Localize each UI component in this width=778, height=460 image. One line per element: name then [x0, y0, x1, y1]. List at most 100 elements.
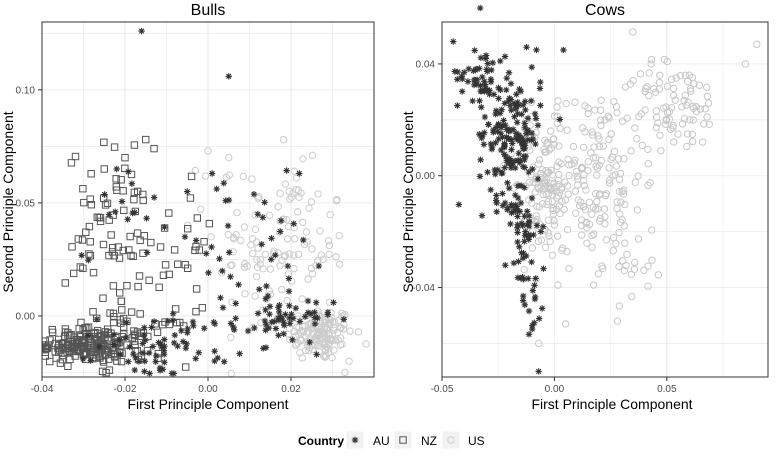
- point-au: [515, 150, 523, 157]
- point-au: [286, 320, 294, 327]
- point-au: [300, 236, 307, 244]
- point-nz: [93, 213, 101, 221]
- point-au: [510, 259, 518, 267]
- point-au: [508, 146, 515, 153]
- point-au: [244, 327, 252, 335]
- point-au: [524, 221, 531, 229]
- point-us: [255, 193, 263, 201]
- point-au: [227, 320, 235, 327]
- point-us: [588, 128, 596, 136]
- point-us: [249, 249, 257, 258]
- point-au: [161, 223, 168, 231]
- point-au: [478, 104, 485, 111]
- point-au: [184, 325, 191, 333]
- point-nz: [125, 246, 133, 254]
- point-nz: [61, 279, 69, 287]
- point-us: [325, 241, 334, 250]
- point-au: [501, 53, 509, 60]
- point-au: [477, 156, 484, 163]
- point-au: [482, 84, 490, 92]
- point-us: [563, 225, 572, 234]
- point-nz: [101, 201, 110, 209]
- point-nz: [110, 252, 118, 260]
- point-au: [529, 322, 536, 329]
- point-au: [492, 107, 500, 114]
- point-au: [508, 203, 516, 210]
- point-us: [676, 72, 685, 80]
- point-au: [450, 38, 457, 45]
- point-au: [205, 269, 212, 277]
- point-us: [326, 211, 334, 219]
- point-nz: [59, 339, 67, 347]
- point-us: [592, 154, 600, 162]
- point-au: [518, 220, 526, 227]
- point-au: [487, 186, 494, 193]
- point-au: [286, 314, 293, 322]
- point-au: [214, 354, 221, 362]
- point-us: [328, 353, 336, 362]
- point-nz: [87, 201, 96, 209]
- point-nz: [102, 368, 110, 377]
- point-au: [78, 252, 85, 259]
- bulls-x-axis-label: First Principle Component: [127, 396, 288, 412]
- point-au: [261, 317, 269, 325]
- point-us: [665, 115, 674, 123]
- point-us: [299, 218, 307, 226]
- point-au: [506, 155, 513, 162]
- point-au: [487, 140, 495, 148]
- point-au: [512, 130, 520, 137]
- point-us: [594, 270, 603, 278]
- point-au: [281, 322, 288, 329]
- point-nz: [130, 188, 139, 197]
- point-us: [307, 198, 316, 206]
- point-au: [496, 110, 504, 117]
- point-au: [455, 201, 463, 208]
- point-au: [520, 292, 527, 300]
- point-nz: [183, 264, 192, 273]
- point-nz: [165, 209, 173, 217]
- point-us: [700, 120, 708, 128]
- point-au: [296, 170, 303, 177]
- point-au: [491, 166, 498, 174]
- point-au: [495, 135, 502, 143]
- point-au: [262, 306, 269, 314]
- point-us: [589, 131, 597, 139]
- point-us: [593, 171, 601, 179]
- point-au: [169, 317, 177, 324]
- point-nz: [64, 362, 72, 371]
- point-nz: [48, 328, 57, 337]
- point-nz: [78, 236, 87, 244]
- point-us: [266, 290, 275, 299]
- point-nz: [135, 272, 144, 280]
- point-nz: [126, 232, 134, 241]
- point-au: [501, 140, 508, 147]
- point-au: [521, 164, 528, 171]
- point-us: [644, 160, 652, 168]
- point-us: [520, 265, 528, 274]
- point-au: [258, 241, 265, 248]
- point-us: [561, 178, 569, 186]
- point-au: [256, 286, 263, 293]
- point-nz: [89, 268, 98, 277]
- point-au: [514, 213, 521, 220]
- point-au: [483, 87, 491, 94]
- point-us: [583, 224, 591, 232]
- point-au: [311, 309, 318, 316]
- point-au: [113, 165, 120, 173]
- point-au: [512, 102, 519, 109]
- point-us: [598, 262, 606, 270]
- point-us: [618, 187, 626, 196]
- point-us: [283, 235, 292, 243]
- cows-title: Cows: [585, 2, 625, 19]
- point-au: [531, 110, 539, 118]
- point-au: [499, 122, 506, 129]
- point-au: [95, 343, 103, 350]
- point-au: [125, 358, 132, 365]
- point-us: [590, 143, 598, 151]
- point-au: [141, 368, 148, 375]
- point-au: [538, 305, 546, 312]
- point-au: [301, 313, 309, 320]
- point-us: [581, 206, 590, 214]
- point-us: [672, 74, 680, 82]
- point-au: [501, 100, 509, 107]
